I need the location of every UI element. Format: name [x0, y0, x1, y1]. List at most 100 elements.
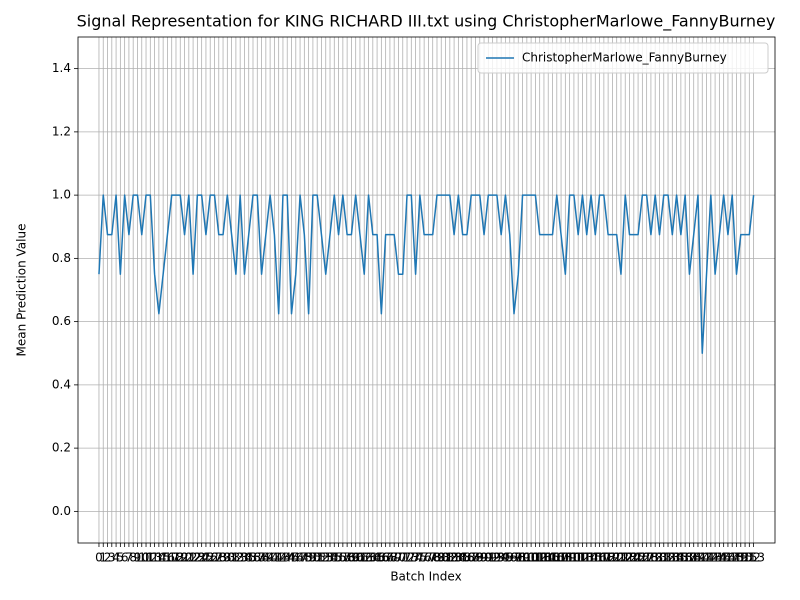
x-tick-label: 93 — [489, 551, 504, 565]
x-tick-label: 144 — [704, 551, 727, 565]
x-tick-label: 1 — [99, 551, 107, 565]
x-tick-label: 7 — [125, 551, 133, 565]
x-tick-label: 142 — [695, 551, 718, 565]
x-tick-label: 83 — [446, 551, 461, 565]
x-tick-label: 57 — [335, 551, 350, 565]
x-tick-label: 101 — [520, 551, 543, 565]
x-tick-label: 148 — [721, 551, 744, 565]
x-tick-label: 2 — [104, 551, 112, 565]
x-tick-label: 62 — [357, 551, 372, 565]
legend-label: ChristopherMarlowe_FannyBurney — [522, 51, 727, 65]
x-tick-label: 133 — [657, 551, 680, 565]
x-tick-label: 116 — [584, 551, 607, 565]
x-tick-label: 145 — [708, 551, 731, 565]
x-tick-label: 22 — [185, 551, 200, 565]
x-tick-label: 98 — [511, 551, 526, 565]
x-tick-label: 42 — [271, 551, 286, 565]
x-tick-label: 152 — [738, 551, 761, 565]
x-tick-label: 82 — [442, 551, 457, 565]
x-tick-label: 137 — [674, 551, 697, 565]
x-tick-label: 29 — [215, 551, 230, 565]
x-tick-label: 99 — [515, 551, 530, 565]
x-tick-label: 110 — [558, 551, 581, 565]
y-tick-label: 0.4 — [52, 377, 71, 391]
x-tick-label: 112 — [567, 551, 590, 565]
x-tick-label: 28 — [211, 551, 226, 565]
x-tick-label: 11 — [138, 551, 153, 565]
x-tick-label: 49 — [301, 551, 316, 565]
x-tick-label: 138 — [678, 551, 701, 565]
x-tick-label: 140 — [687, 551, 710, 565]
y-tick-label: 0.6 — [52, 314, 71, 328]
x-tick-label: 47 — [292, 551, 307, 565]
x-tick-label: 40 — [262, 551, 277, 565]
x-tick-label: 91 — [481, 551, 496, 565]
line-series — [98, 194, 755, 354]
x-tick-label: 43 — [275, 551, 290, 565]
legend-box — [477, 42, 769, 74]
x-tick-label: 12 — [143, 551, 158, 565]
plot-frame — [77, 36, 776, 544]
x-tick-label: 139 — [682, 551, 705, 565]
x-tick-label: 143 — [699, 551, 722, 565]
x-tick-label: 76 — [417, 551, 432, 565]
x-tick-label: 131 — [648, 551, 671, 565]
x-tick-label: 50 — [305, 551, 320, 565]
x-tick-label: 35 — [241, 551, 256, 565]
x-tick-label: 46 — [288, 551, 303, 565]
x-tick-label: 134 — [661, 551, 684, 565]
x-tick-label: 151 — [734, 551, 757, 565]
x-tick-label: 23 — [190, 551, 205, 565]
x-tick-label: 36 — [245, 551, 260, 565]
x-tick-label: 79 — [429, 551, 444, 565]
x-axis-label: Batch Index — [390, 570, 461, 584]
x-tick-label: 124 — [618, 551, 641, 565]
x-tick-label: 126 — [627, 551, 650, 565]
x-tick-label: 19 — [173, 551, 188, 565]
y-tick-label: 1.4 — [52, 61, 71, 75]
x-tick-label: 5 — [117, 551, 125, 565]
x-tick-label: 108 — [550, 551, 573, 565]
x-tick-label: 48 — [297, 551, 312, 565]
x-tick-label: 87 — [464, 551, 479, 565]
x-tick-label: 77 — [421, 551, 436, 565]
x-tick-label: 33 — [233, 551, 248, 565]
x-tick-label: 69 — [387, 551, 402, 565]
x-tick-label: 120 — [601, 551, 624, 565]
x-tick-label: 30 — [220, 551, 235, 565]
x-tick-label: 55 — [327, 551, 342, 565]
y-tick-label: 0.8 — [52, 251, 71, 265]
x-tick-label: 141 — [691, 551, 714, 565]
x-tick-label: 84 — [451, 551, 466, 565]
x-tick-label: 74 — [408, 551, 423, 565]
x-tick-label: 39 — [258, 551, 273, 565]
x-tick-label: 105 — [537, 551, 560, 565]
x-tick-label: 61 — [352, 551, 367, 565]
x-tick-label: 127 — [631, 551, 654, 565]
x-tick-label: 121 — [605, 551, 628, 565]
x-tick-label: 115 — [580, 551, 603, 565]
x-tick-label: 125 — [622, 551, 645, 565]
x-tick-label: 16 — [160, 551, 175, 565]
x-tick-label: 41 — [267, 551, 282, 565]
x-tick-label: 66 — [374, 551, 389, 565]
x-tick-label: 45 — [284, 551, 299, 565]
x-tick-label: 117 — [588, 551, 611, 565]
x-tick-label: 8 — [129, 551, 137, 565]
x-tick-label: 70 — [391, 551, 406, 565]
x-tick-label: 75 — [412, 551, 427, 565]
y-tick-label: 0.2 — [52, 441, 71, 455]
x-tick-label: 13 — [147, 551, 162, 565]
x-tick-label: 27 — [207, 551, 222, 565]
x-tick-label: 107 — [545, 551, 568, 565]
x-tick-label: 150 — [729, 551, 752, 565]
x-tick-label: 65 — [369, 551, 384, 565]
x-tick-label: 119 — [597, 551, 620, 565]
x-tick-label: 17 — [164, 551, 179, 565]
x-tick-label: 38 — [254, 551, 269, 565]
y-tick-label: 0.0 — [52, 504, 71, 518]
x-tick-label: 9 — [134, 551, 142, 565]
x-tick-label: 136 — [669, 551, 692, 565]
x-tick-label: 71 — [395, 551, 410, 565]
